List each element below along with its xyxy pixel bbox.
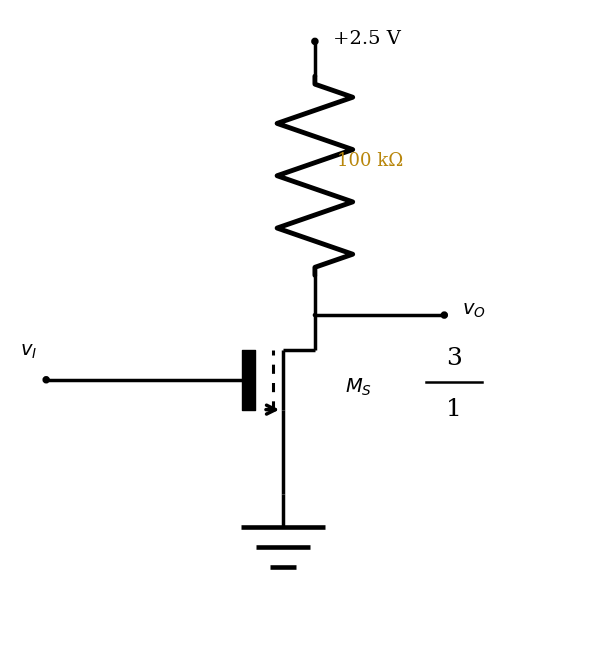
Text: 100 kΩ: 100 kΩ xyxy=(337,152,403,170)
Text: +2.5 V: +2.5 V xyxy=(333,30,401,48)
Text: $v_I$: $v_I$ xyxy=(19,343,37,361)
Text: 3: 3 xyxy=(446,346,462,370)
Text: $v_O$: $v_O$ xyxy=(462,302,486,320)
Circle shape xyxy=(313,314,316,317)
Text: $M_S$: $M_S$ xyxy=(345,377,372,399)
Text: 1: 1 xyxy=(447,398,462,420)
